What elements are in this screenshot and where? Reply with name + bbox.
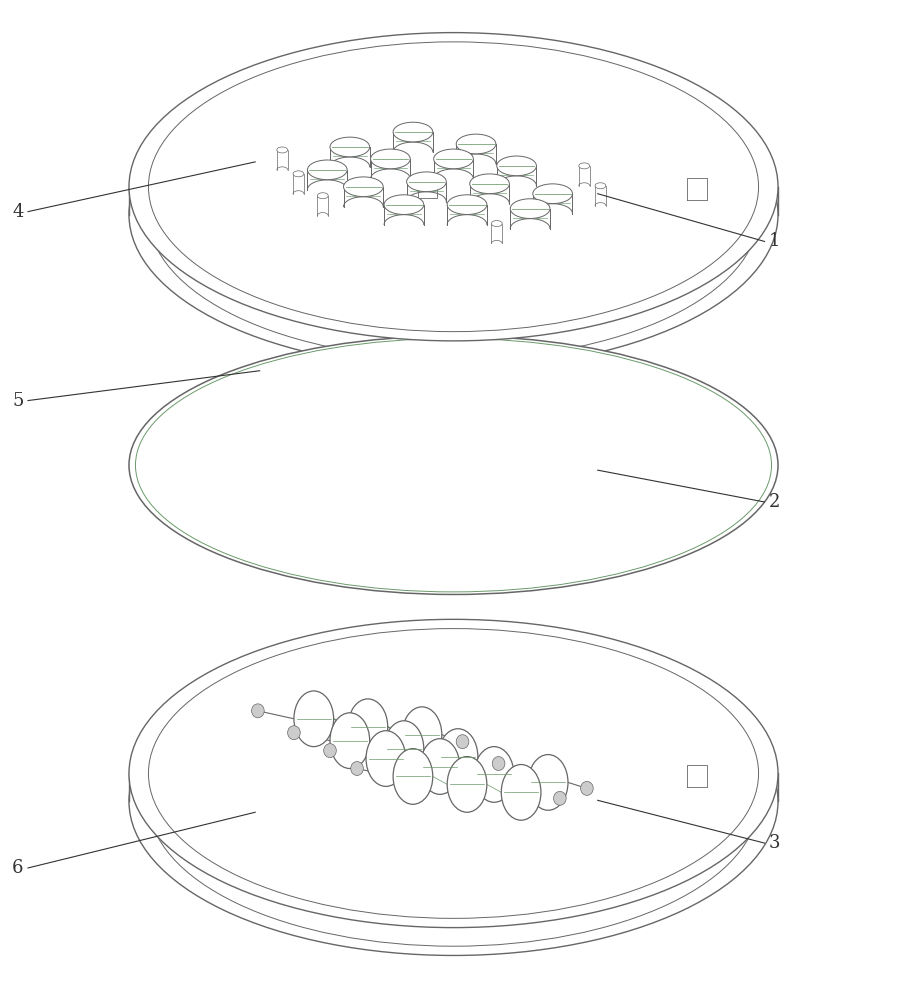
Ellipse shape — [317, 193, 328, 199]
Ellipse shape — [420, 739, 460, 794]
Ellipse shape — [330, 713, 370, 768]
Circle shape — [493, 757, 505, 770]
Ellipse shape — [307, 160, 347, 180]
Ellipse shape — [135, 339, 772, 592]
Ellipse shape — [447, 757, 487, 812]
Text: 4: 4 — [12, 203, 24, 221]
Ellipse shape — [129, 619, 778, 928]
Ellipse shape — [348, 699, 387, 755]
Ellipse shape — [129, 336, 778, 594]
Ellipse shape — [366, 731, 405, 786]
Polygon shape — [417, 762, 437, 785]
Ellipse shape — [384, 721, 424, 776]
Ellipse shape — [511, 199, 550, 218]
Ellipse shape — [502, 765, 541, 820]
Polygon shape — [687, 178, 707, 200]
Ellipse shape — [344, 177, 383, 197]
Circle shape — [580, 781, 593, 795]
Ellipse shape — [393, 749, 433, 804]
Ellipse shape — [384, 195, 424, 214]
Circle shape — [553, 791, 566, 805]
Circle shape — [324, 744, 336, 758]
Ellipse shape — [528, 755, 568, 810]
Circle shape — [351, 762, 364, 775]
Ellipse shape — [492, 221, 502, 227]
Ellipse shape — [293, 171, 304, 177]
Text: 6: 6 — [12, 859, 24, 877]
Text: 1: 1 — [769, 232, 781, 250]
Ellipse shape — [330, 137, 370, 157]
Ellipse shape — [438, 729, 478, 784]
Ellipse shape — [294, 691, 334, 747]
Ellipse shape — [149, 42, 758, 332]
Polygon shape — [417, 176, 437, 198]
Ellipse shape — [456, 134, 496, 154]
Ellipse shape — [447, 195, 487, 214]
Ellipse shape — [129, 33, 778, 341]
Ellipse shape — [277, 147, 288, 153]
Ellipse shape — [371, 149, 410, 169]
Ellipse shape — [470, 174, 510, 194]
Ellipse shape — [393, 122, 433, 142]
Ellipse shape — [406, 172, 446, 192]
Circle shape — [251, 704, 264, 718]
Text: 2: 2 — [769, 493, 780, 511]
Polygon shape — [687, 765, 707, 787]
Ellipse shape — [532, 184, 572, 204]
Ellipse shape — [402, 707, 442, 763]
Text: 5: 5 — [12, 392, 24, 410]
Ellipse shape — [497, 156, 536, 176]
Circle shape — [288, 726, 300, 740]
Ellipse shape — [595, 183, 606, 189]
Ellipse shape — [149, 629, 758, 918]
Ellipse shape — [474, 747, 514, 802]
Ellipse shape — [434, 149, 473, 169]
Ellipse shape — [579, 163, 590, 169]
Circle shape — [456, 735, 469, 749]
Text: 3: 3 — [769, 834, 781, 852]
